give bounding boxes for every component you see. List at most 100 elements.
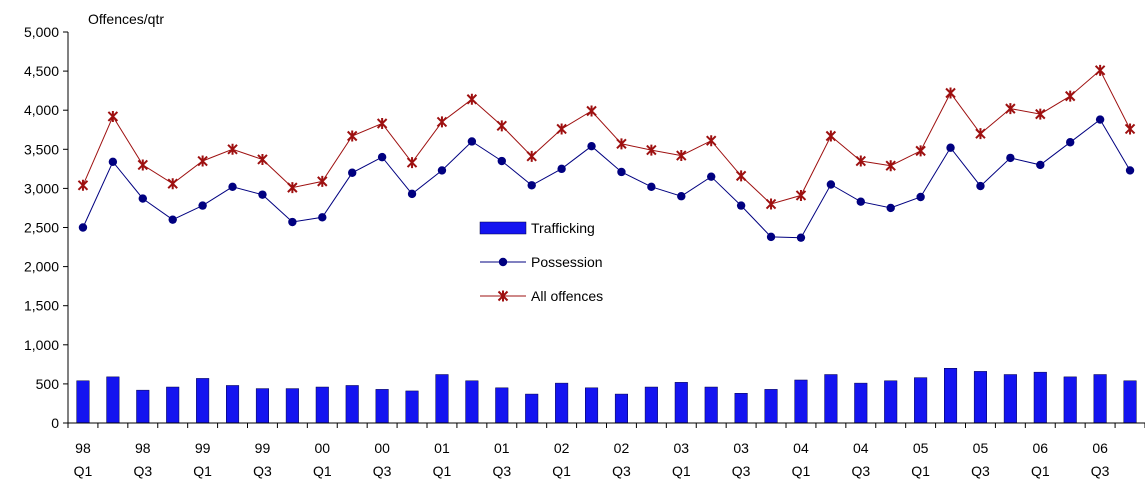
series-lines [77,64,1136,242]
possession-point [288,217,297,227]
all-offences-point [466,93,478,105]
possession-point [617,167,626,177]
all-offences-point [915,145,926,157]
x-tick-label-quarter: Q1 [792,463,811,479]
possession-point [886,203,895,213]
x-tick-label-quarter: Q3 [1091,463,1110,479]
legend-swatch-trafficking [479,221,527,235]
x-tick-label-quarter: Q1 [672,463,691,479]
all-offences-point [765,198,777,210]
possession-point [677,192,686,201]
x-tick-label-year: 05 [913,440,929,456]
trafficking-bar [1003,374,1017,424]
y-tick-label: 0 [51,415,59,431]
possession-point [976,181,985,191]
x-tick-label-quarter: Q3 [133,463,152,479]
possession-point [318,213,327,222]
trafficking-bar [674,382,688,424]
legend-label-trafficking: Trafficking [531,220,595,236]
trafficking-bar [1123,380,1137,424]
y-tick-label: 3,500 [24,141,59,157]
possession-point [946,143,955,152]
trafficking-bar [585,387,599,424]
all-offences-point [795,189,807,201]
trafficking-bar [196,378,210,424]
x-tick-label-year: 03 [733,440,749,456]
all-offences-point [1005,103,1016,115]
possession-point [707,172,716,181]
x-tick-label-year: 03 [674,440,690,456]
all-offences-point [317,175,328,187]
x-tick-label-year: 01 [434,440,450,456]
x-axis-ticks: 98 Q1 98 Q3 99 Q1 99 Q3 00 Q1 00 Q3 01 Q1 01 Q3 02 Q1 02 Q3… [67,423,1145,479]
x-tick-label-quarter: Q1 [1031,463,1050,479]
trafficking-bar [435,374,449,424]
x-tick-label-year: 01 [494,440,510,456]
y-tick-label: 500 [36,376,60,392]
possession-point [1095,115,1105,124]
x-tick-label-year: 98 [75,440,91,456]
legend-marker-possession [498,257,508,267]
trafficking-bar [884,380,898,424]
all-offences-point [1035,108,1046,120]
all-offences-point [1094,64,1106,76]
y-axis-label: Offences/qtr [88,11,164,27]
x-tick-label-quarter: Q3 [971,463,990,479]
trafficking-bar [614,393,628,424]
trafficking-bar [465,380,479,424]
x-tick-label-quarter: Q1 [552,463,571,479]
x-tick-label-year: 02 [554,440,570,456]
all-offences-point [376,117,388,129]
all-offences-point [1124,123,1136,135]
possession-point [437,166,447,175]
possession-point [1006,153,1015,163]
legend-label-all-offences: All offences [531,288,603,304]
all-offences-point [107,110,119,122]
y-tick-label: 1,500 [24,298,59,314]
x-tick-label-quarter: Q1 [74,463,93,479]
all-offences-point [885,160,896,172]
x-tick-label-quarter: Q1 [193,463,212,479]
y-tick-label: 2,500 [24,220,59,236]
all-offences-point [586,105,597,117]
all-offences-point [526,150,537,162]
all-offences-point [676,150,687,162]
trafficking-bar [76,380,90,424]
trafficking-bar [854,382,868,424]
y-tick-label: 1,000 [24,337,59,353]
trafficking-bar [764,389,778,424]
all-offences-point [436,116,448,128]
x-tick-label-quarter: Q3 [612,463,631,479]
all-offences-point [706,135,717,147]
possession-point [1066,138,1075,147]
trafficking-bars [76,368,1137,424]
trafficking-bar [914,377,928,424]
trafficking-bar [525,393,539,424]
axes [67,32,1145,424]
possession-point [78,223,88,232]
possession-point [1036,160,1045,170]
trafficking-bar [315,386,329,424]
x-tick-label-quarter: Q3 [851,463,870,479]
x-tick-label-year: 98 [135,440,151,456]
trafficking-bar [345,385,359,424]
all-offences-point [227,143,238,155]
x-tick-label-year: 99 [195,440,211,456]
all-offences-point [855,155,866,167]
all-offences-point [257,153,268,165]
all-offences-point [137,159,148,171]
possession-point [348,168,357,177]
trafficking-bar [734,393,748,424]
possession-point [407,189,417,199]
trafficking-bar [1063,376,1077,424]
x-tick-label-year: 04 [853,440,869,456]
possession-point [138,194,147,203]
all-offences-point [616,138,627,150]
possession-point [228,182,237,192]
trafficking-bar [136,389,150,424]
x-tick-label-year: 06 [1092,440,1108,456]
x-tick-label-quarter: Q3 [373,463,392,479]
possession-point [856,197,865,206]
all-offences-point [825,130,837,142]
possession-point [377,152,387,162]
